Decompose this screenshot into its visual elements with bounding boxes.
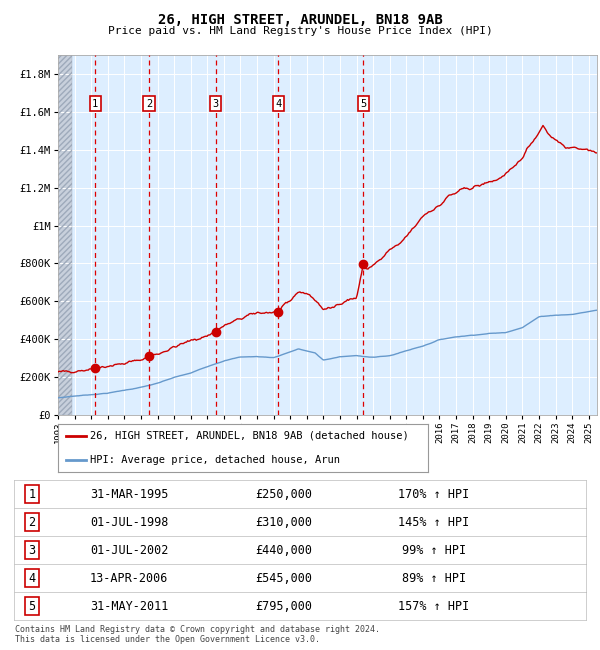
Text: 2: 2 [28,515,35,528]
Text: 157% ↑ HPI: 157% ↑ HPI [398,599,470,612]
Text: 26, HIGH STREET, ARUNDEL, BN18 9AB (detached house): 26, HIGH STREET, ARUNDEL, BN18 9AB (deta… [90,431,409,441]
Text: £440,000: £440,000 [256,543,313,556]
Text: £545,000: £545,000 [256,571,313,584]
Text: 01-JUL-2002: 01-JUL-2002 [90,543,168,556]
Text: £250,000: £250,000 [256,488,313,500]
Text: 31-MAR-1995: 31-MAR-1995 [90,488,168,500]
Text: 170% ↑ HPI: 170% ↑ HPI [398,488,470,500]
Text: 145% ↑ HPI: 145% ↑ HPI [398,515,470,528]
Text: 4: 4 [275,99,281,109]
Text: HPI: Average price, detached house, Arun: HPI: Average price, detached house, Arun [90,455,340,465]
Text: 01-JUL-1998: 01-JUL-1998 [90,515,168,528]
Text: £310,000: £310,000 [256,515,313,528]
Text: 5: 5 [28,599,35,612]
Text: 3: 3 [28,543,35,556]
Text: 31-MAY-2011: 31-MAY-2011 [90,599,168,612]
Text: 26, HIGH STREET, ARUNDEL, BN18 9AB: 26, HIGH STREET, ARUNDEL, BN18 9AB [158,13,442,27]
Text: £795,000: £795,000 [256,599,313,612]
Text: 13-APR-2006: 13-APR-2006 [90,571,168,584]
Text: 99% ↑ HPI: 99% ↑ HPI [402,543,466,556]
Text: 4: 4 [28,571,35,584]
Text: Price paid vs. HM Land Registry's House Price Index (HPI): Price paid vs. HM Land Registry's House … [107,26,493,36]
Text: 1: 1 [92,99,98,109]
Text: 5: 5 [361,99,367,109]
Text: 2: 2 [146,99,152,109]
Text: 3: 3 [212,99,218,109]
Text: 89% ↑ HPI: 89% ↑ HPI [402,571,466,584]
Text: 1: 1 [28,488,35,500]
Text: Contains HM Land Registry data © Crown copyright and database right 2024.
This d: Contains HM Land Registry data © Crown c… [15,625,380,644]
